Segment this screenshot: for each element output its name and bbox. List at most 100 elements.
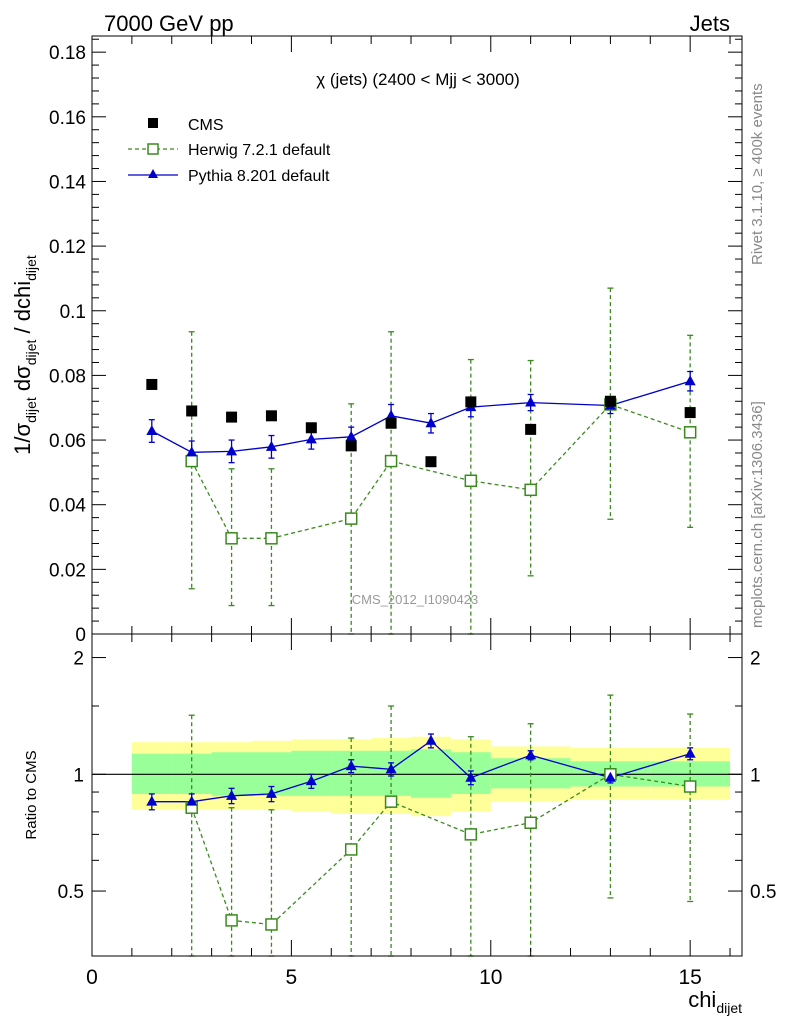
legend-pythia-label: Pythia 8.201 default [188, 168, 330, 185]
pythia-point [425, 417, 437, 428]
header-category-label: Jets [690, 11, 730, 36]
y-label-suffix: / dchi [10, 281, 35, 340]
ratio-panel-frame [91, 633, 743, 957]
ratio-y-tick-label: 1 [73, 765, 84, 786]
cms-point [226, 411, 238, 423]
pythia-ratio-point [146, 795, 158, 806]
pythia-ratio-point [345, 760, 357, 771]
main-y-tick-label: 0.12 [49, 237, 86, 258]
ratio-panel: 0.5 0.5 1 1 2 2 0 5 10 15 [58, 633, 777, 989]
herwig-line [191, 403, 691, 539]
pythia-point [345, 430, 357, 441]
herwig-point [265, 532, 278, 545]
legend: CMS Herwig 7.2.1 default Pythia 8.201 de… [128, 117, 331, 185]
cms-point [604, 395, 616, 407]
ratio-x-ticks: 0 5 10 15 [86, 634, 731, 989]
herwig-point [344, 512, 358, 525]
main-y-tick-label: 0 [75, 625, 86, 646]
cms-point [265, 410, 277, 422]
pythia-point [305, 433, 317, 444]
y-label-prefix: 1/σ [10, 422, 35, 454]
analysis-watermark: CMS_2012_I1090423 [352, 592, 479, 607]
main-plot-content [146, 287, 697, 635]
main-plot-title: χ (jets) (2400 < Mjj < 3000) [316, 70, 520, 89]
x-axis-label: chidijet [688, 987, 742, 1016]
x-tick-label: 0 [86, 966, 98, 989]
main-panel: 0 0.02 0.04 0.06 0.08 0.1 0.12 0.14 0.16 0.18 χ (… [49, 35, 743, 646]
mcplots-reference-label: mcplots.cern.ch [arXiv:1306.3436] [749, 401, 766, 628]
legend-herwig-label: Herwig 7.2.1 default [188, 142, 331, 159]
main-y-tick-label: 0.04 [49, 496, 86, 517]
ratio-y-tick-label-right: 2 [750, 649, 761, 670]
y-label-sub3: dijet [23, 255, 39, 281]
pythia-point [146, 425, 158, 436]
pythia-point [265, 440, 277, 451]
main-y-tick-label: 0.06 [49, 431, 86, 452]
main-y-tick-label: 0.14 [49, 172, 86, 193]
herwig-ratio-point [683, 780, 697, 793]
pythia-ratio-point [425, 734, 437, 745]
pythia-ratio-point [305, 775, 317, 786]
main-y-axis-label: 1/σdijet dσdijet / dchidijet [10, 255, 39, 455]
y-label-mid: dσ [10, 365, 35, 397]
legend-cms-label: CMS [188, 117, 224, 134]
pythia-ratio-point [226, 789, 238, 800]
herwig-point [225, 532, 238, 545]
ratio-y-ticks: 0.5 0.5 1 1 2 2 [58, 649, 777, 904]
legend-entry-cms: CMS [148, 117, 224, 134]
herwig-ratio-point [464, 828, 478, 841]
pythia-ratio-point [604, 771, 616, 782]
cms-point [385, 417, 397, 429]
herwig-point [464, 474, 478, 488]
pythia-line [151, 380, 691, 453]
pythia-ratio-point [186, 795, 198, 806]
legend-pythia-marker [148, 169, 158, 178]
ratio-y-tick-label-right: 0.5 [750, 882, 776, 903]
cms-point [345, 440, 357, 452]
ratio-y-tick-label: 2 [73, 649, 84, 670]
pythia-ratio-point [265, 787, 277, 798]
cms-point [146, 378, 158, 390]
cms-point [186, 405, 198, 417]
ratio-y-tick-label-right: 1 [750, 765, 761, 786]
x-label-sub: dijet [716, 1000, 742, 1016]
cms-point [465, 396, 477, 408]
main-y-tick-label: 0.02 [49, 560, 86, 581]
cms-point [525, 423, 537, 435]
svg-text:1/σdijet dσdijet / dchidijet: 1/σdijet dσdijet / dchidijet [10, 255, 39, 455]
pythia-point [186, 446, 198, 457]
cms-point [425, 456, 437, 468]
legend-entry-herwig: Herwig 7.2.1 default [128, 142, 331, 159]
pythia-ratio-point [465, 771, 477, 782]
ratio-plot-content [92, 694, 742, 957]
rivet-version-label: Rivet 3.1.10, ≥ 400k events [749, 83, 766, 265]
ratio-y-tick-label: 0.5 [58, 882, 84, 903]
y-label-sub1: dijet [23, 397, 39, 423]
herwig-point [384, 454, 398, 468]
pythia-point [525, 396, 537, 407]
herwig-ratio-point [344, 843, 358, 856]
main-y-ticks: 0 0.02 0.04 0.06 0.08 0.1 0.12 0.14 0.16 0.18 [49, 38, 742, 646]
pythia-point [226, 445, 238, 456]
main-y-tick-label: 0.1 [60, 302, 86, 323]
x-tick-label: 5 [286, 966, 298, 989]
herwig-ratio-point [524, 816, 537, 829]
pythia-ratio-point [525, 749, 537, 760]
legend-cms-marker [148, 118, 158, 128]
main-x-ticks [91, 36, 731, 634]
pythia-point [385, 409, 397, 420]
x-tick-label: 10 [479, 966, 502, 989]
header-energy-label: 7000 GeV pp [104, 11, 234, 36]
cms-point [684, 407, 696, 419]
herwig-point [185, 454, 198, 468]
uncertainty-band-inner [411, 749, 451, 798]
ratio-y-axis-label: Ratio to CMS [23, 750, 40, 839]
legend-entry-pythia: Pythia 8.201 default [128, 168, 330, 185]
herwig-ratio-point [265, 918, 278, 931]
pythia-point [684, 375, 696, 386]
uncertainty-band-inner [291, 750, 332, 796]
herwig-ratio-point [225, 914, 238, 927]
main-y-tick-label: 0.18 [49, 43, 86, 64]
